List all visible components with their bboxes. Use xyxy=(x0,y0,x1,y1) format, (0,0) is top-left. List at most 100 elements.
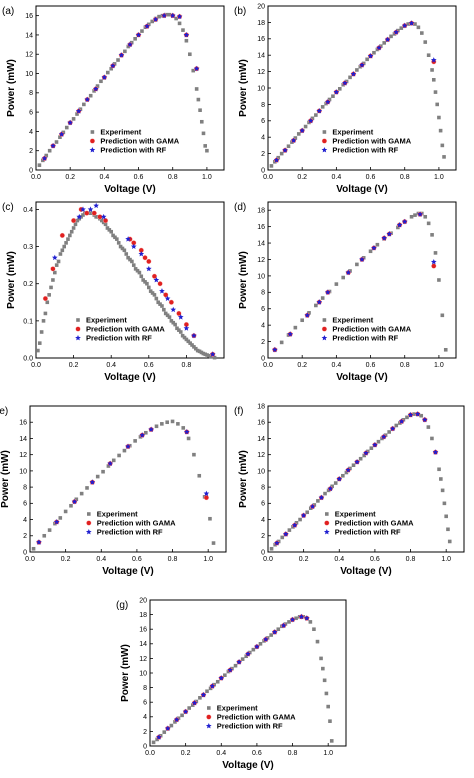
plot-frame xyxy=(29,405,227,553)
data-point-square xyxy=(298,517,302,522)
y-tick-label: 0.3 xyxy=(23,244,33,251)
data-point-square xyxy=(409,214,414,219)
y-axis-label: Power (mW) xyxy=(238,59,249,117)
data-point-square xyxy=(293,325,298,330)
data-point-square xyxy=(45,300,50,305)
chart-panel-4: 0.0 0.2 0.4 0.6 0.8 1.0 0 2 4 6 8 10 12 14 16 18 Voltage… xyxy=(234,201,457,383)
data-point-square xyxy=(430,233,434,237)
data-point-star xyxy=(156,734,162,740)
data-point-star xyxy=(193,65,200,72)
panel-label: (b) xyxy=(234,6,246,17)
legend-marker xyxy=(321,138,328,144)
x-tick-label: 0.6 xyxy=(144,362,154,369)
data-point-square xyxy=(196,97,201,102)
data-point-square xyxy=(269,633,273,637)
data-point-square xyxy=(186,339,191,344)
data-point-square xyxy=(101,469,105,474)
data-point-star xyxy=(291,522,298,528)
data-point-square xyxy=(203,352,207,357)
data-point-square xyxy=(308,620,313,624)
data-point-square xyxy=(199,350,204,355)
data-point-star xyxy=(430,57,437,63)
data-point-star xyxy=(381,235,388,241)
data-point-square xyxy=(442,501,447,506)
data-point-square xyxy=(431,78,436,82)
y-tick-label: 2 xyxy=(261,339,265,346)
legend-label: Experiment xyxy=(97,510,138,519)
y-tick-label: 4 xyxy=(29,129,33,136)
data-point-square xyxy=(286,144,291,149)
data-point-star xyxy=(303,615,310,621)
data-point-circle xyxy=(50,266,56,272)
data-point-square xyxy=(177,328,181,332)
data-point-star xyxy=(107,460,114,467)
y-tick-label: 0.0 xyxy=(23,355,33,362)
x-tick-label: 0.0 xyxy=(145,750,155,757)
y-tick-label: 16 xyxy=(139,627,147,634)
data-point-star xyxy=(299,127,306,134)
data-point-square xyxy=(314,303,318,308)
data-point-star xyxy=(290,137,297,143)
legend-marker xyxy=(206,714,212,720)
x-tick-label: 0.0 xyxy=(25,556,35,563)
data-point-square xyxy=(287,620,291,624)
y-tick-label: 8 xyxy=(261,102,265,109)
data-point-star xyxy=(376,44,382,51)
legend-marker xyxy=(205,723,212,729)
data-point-square xyxy=(31,546,36,551)
y-tick-label: 6 xyxy=(143,700,147,707)
data-point-star xyxy=(354,458,360,465)
legend-marker xyxy=(323,529,330,535)
data-point-square xyxy=(181,28,185,32)
data-point-square xyxy=(223,673,227,677)
data-point-square xyxy=(430,68,434,72)
data-point-star xyxy=(359,62,365,68)
data-point-square xyxy=(66,237,70,241)
data-point-square xyxy=(203,144,207,148)
data-point-star xyxy=(401,218,408,225)
data-point-circle xyxy=(42,295,49,302)
legend-label: Prediction with GAMA xyxy=(217,713,296,722)
x-tick-label: 0.4 xyxy=(331,362,341,369)
x-axis-label: Voltage (V) xyxy=(222,760,273,771)
data-point-square xyxy=(208,516,212,521)
data-point-square xyxy=(191,68,196,73)
y-tick-label: 2 xyxy=(143,729,147,736)
data-point-square xyxy=(279,151,284,156)
y-tick-label: 16 xyxy=(19,420,27,427)
data-point-square xyxy=(358,456,363,461)
data-point-square xyxy=(321,666,325,671)
data-point-square xyxy=(100,218,104,223)
y-tick-label: 16 xyxy=(257,224,265,231)
data-point-square xyxy=(36,348,40,353)
series-star xyxy=(41,12,200,161)
data-point-square xyxy=(210,355,215,359)
x-tick-label: 0.8 xyxy=(168,174,178,181)
x-tick-label: 0.6 xyxy=(366,362,376,369)
data-point-star xyxy=(76,213,83,220)
y-axis-label: Power (mW) xyxy=(6,251,17,309)
data-point-star xyxy=(125,236,131,242)
data-point-star xyxy=(50,142,56,149)
data-point-star xyxy=(401,22,408,29)
data-point-circle xyxy=(157,281,163,287)
data-point-star xyxy=(67,119,74,126)
data-point-square xyxy=(348,75,352,80)
data-point-star xyxy=(164,295,171,301)
data-point-square xyxy=(64,241,68,245)
data-point-square xyxy=(64,125,69,130)
x-axis-label: Voltage (V) xyxy=(104,184,155,195)
y-tick-label: 16 xyxy=(257,36,265,43)
data-point-square xyxy=(130,259,134,264)
y-tick-label: 14 xyxy=(257,53,265,60)
data-point-square xyxy=(42,533,47,538)
legend-label: Experiment xyxy=(335,510,376,519)
data-point-square xyxy=(406,22,410,26)
data-point-star xyxy=(80,206,86,212)
y-tick-label: 6 xyxy=(261,306,265,313)
data-point-star xyxy=(148,426,155,432)
data-point-star xyxy=(430,258,437,265)
data-point-circle xyxy=(203,495,210,501)
data-point-square xyxy=(435,102,439,107)
x-tick-label: 0.2 xyxy=(297,174,307,181)
